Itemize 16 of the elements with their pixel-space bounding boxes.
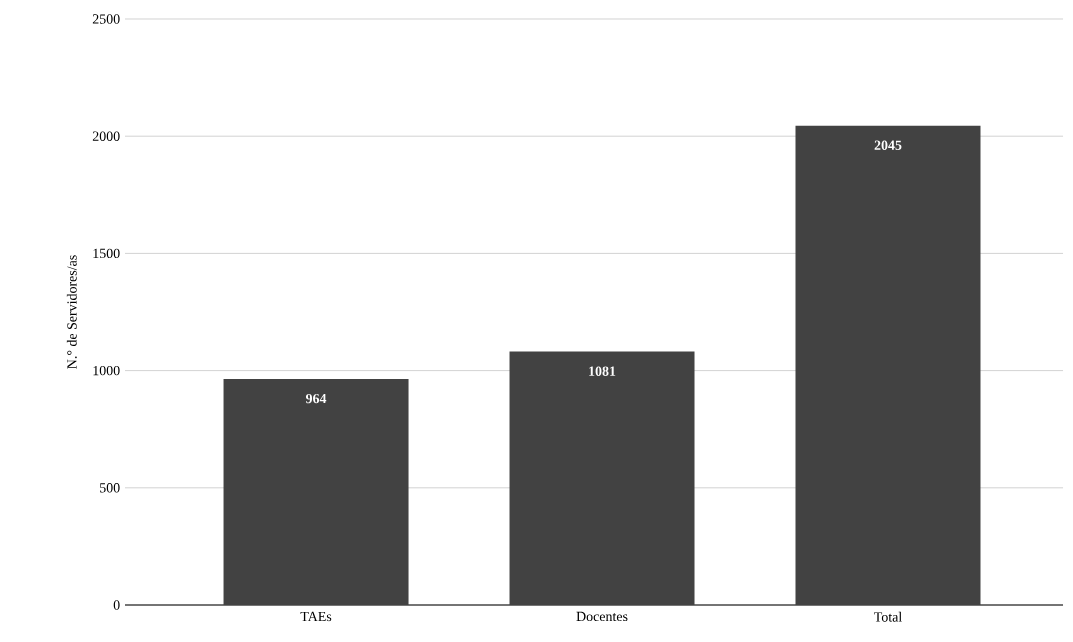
y-tick-label: 1500 (93, 248, 120, 259)
y-axis-title: N.° de Servidores/as (66, 255, 77, 369)
bar (223, 379, 409, 605)
x-tick-label: TAEs (300, 611, 332, 622)
data-label: 2045 (874, 140, 902, 150)
y-tick-label: 500 (100, 483, 120, 493)
data-label: 964 (305, 393, 327, 404)
data-label: 1081 (589, 366, 616, 376)
y-tick-label: 2000 (92, 131, 120, 141)
y-tick-label: 2500 (92, 14, 120, 24)
x-tick-label: Docentes (576, 611, 628, 622)
y-tick-label: 1000 (93, 365, 120, 376)
y-tick-label: 0 (113, 600, 120, 610)
x-tick-label: Total (874, 611, 902, 622)
bar (795, 125, 981, 605)
bar (509, 351, 695, 605)
